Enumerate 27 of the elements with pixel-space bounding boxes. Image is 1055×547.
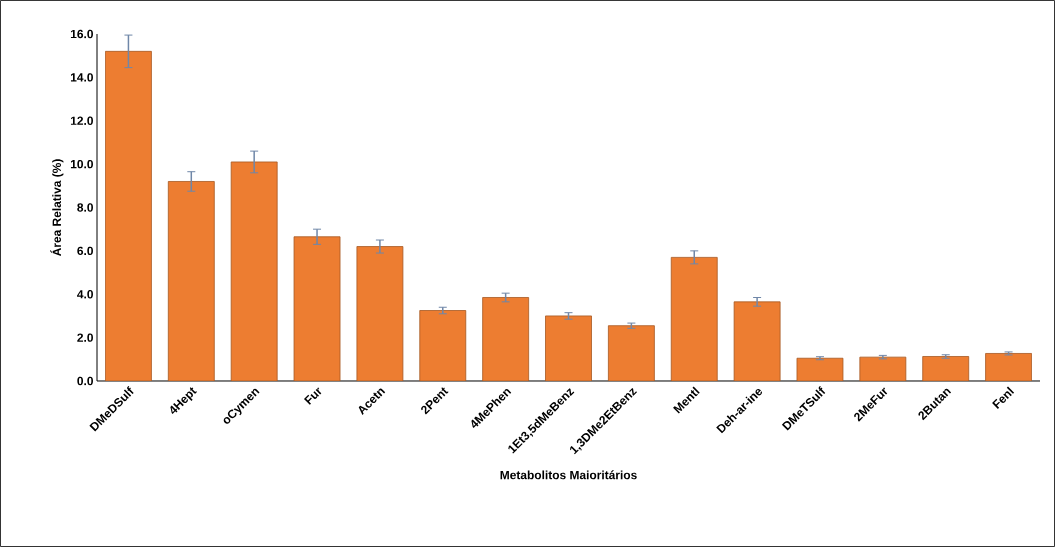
y-tick-label: 6.0 — [77, 246, 93, 256]
bar — [670, 256, 718, 381]
x-axis-title: Metabolitos Maioritários — [500, 470, 637, 480]
y-axis-title: Área Relativa (%) — [50, 159, 64, 257]
bar — [167, 181, 215, 381]
y-tick-label: 14.0 — [70, 73, 93, 82]
bar — [796, 357, 844, 381]
bar — [419, 310, 467, 381]
x-tick-label: Fur — [303, 387, 322, 405]
bar — [482, 297, 530, 381]
y-tick-label: 2.0 — [77, 333, 93, 342]
bar — [922, 356, 970, 381]
y-tick-label: 4.0 — [77, 290, 93, 299]
bar — [356, 246, 404, 381]
y-tick-label: 16.0 — [70, 29, 93, 39]
bar — [105, 50, 152, 381]
bar — [293, 236, 341, 381]
bar — [545, 315, 592, 381]
bar — [230, 161, 278, 381]
y-tick-label: 12.0 — [70, 116, 93, 125]
y-tick-label: 8.0 — [77, 203, 93, 212]
y-tick-label: 0.0 — [77, 376, 93, 386]
y-tick-label: 10.0 — [70, 159, 93, 169]
bar — [733, 301, 781, 381]
bar — [985, 353, 1032, 381]
bar — [859, 356, 907, 381]
bar — [607, 325, 655, 381]
